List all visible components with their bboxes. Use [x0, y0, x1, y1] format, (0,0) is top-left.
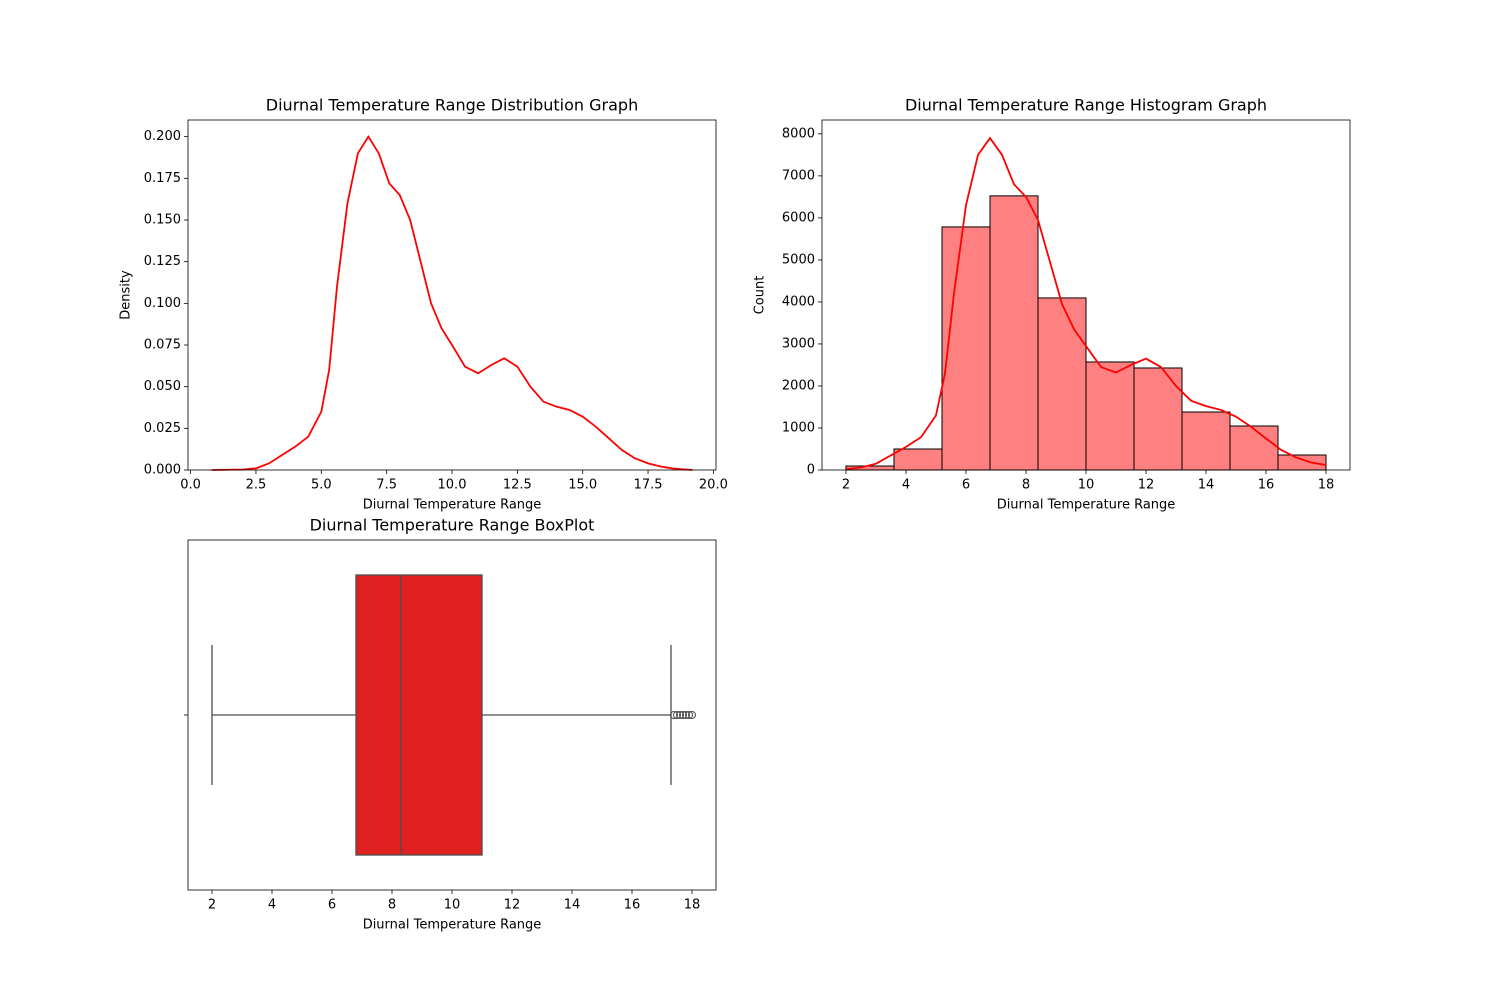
outlier [670, 711, 678, 719]
y-tick-label: 0.175 [144, 171, 181, 186]
outlier [682, 711, 690, 719]
x-axis-label: Diurnal Temperature Range [997, 498, 1176, 513]
histogram-bar [893, 448, 943, 471]
x-tick-label: 20.0 [699, 478, 728, 493]
density-line [211, 134, 693, 471]
y-axis-label: Count [753, 276, 768, 315]
x-tick-label: 0.0 [180, 478, 201, 493]
x-axis-label: Diurnal Temperature Range [363, 498, 542, 513]
x-tick-label: 6 [962, 478, 970, 493]
outlier [685, 711, 693, 719]
x-tick-label: 16 [624, 898, 641, 913]
x-axis-label: Diurnal Temperature Range [363, 918, 542, 933]
x-tick-label: 4 [902, 478, 910, 493]
chart-title: Diurnal Temperature Range Distribution G… [266, 96, 638, 115]
y-tick-label: 0.075 [144, 338, 181, 353]
x-tick-label: 12 [1138, 478, 1155, 493]
x-tick-label: 12.5 [503, 478, 532, 493]
y-tick-label: 0.000 [144, 463, 181, 478]
x-tick-label: 2 [208, 898, 216, 913]
histogram-bar [1277, 454, 1327, 471]
y-axis-label: Density [119, 270, 134, 320]
histogram-bar [1133, 367, 1183, 471]
x-tick-label: 4 [268, 898, 276, 913]
y-tick-label: 0.025 [144, 421, 181, 436]
x-tick-label: 14 [1198, 478, 1215, 493]
plot-frame [187, 119, 717, 471]
x-tick-label: 10 [444, 898, 461, 913]
plot-frame [187, 539, 717, 891]
x-tick-label: 14 [564, 898, 581, 913]
y-tick-label: 7000 [782, 168, 815, 183]
kde-line [845, 136, 1327, 471]
y-tick-label: 0.150 [144, 213, 181, 228]
y-tick-label: 0.125 [144, 254, 181, 269]
histogram-bar [1085, 361, 1135, 471]
y-tick-label: 1000 [782, 420, 815, 435]
outlier [676, 711, 684, 719]
histogram-bar [941, 226, 991, 471]
y-tick-label: 4000 [782, 294, 815, 309]
y-tick-label: 5000 [782, 252, 815, 267]
x-tick-label: 2 [842, 478, 850, 493]
histogram-bar [1181, 411, 1231, 471]
chart-title: Diurnal Temperature Range Histogram Grap… [905, 96, 1267, 115]
histogram-bar [989, 195, 1039, 471]
plot-frame [821, 119, 1351, 471]
y-tick-label: 6000 [782, 210, 815, 225]
histogram-bar [1229, 425, 1279, 471]
outlier [679, 711, 687, 719]
y-tick-label: 8000 [782, 126, 815, 141]
x-tick-label: 7.5 [376, 478, 397, 493]
x-tick-label: 18 [684, 898, 701, 913]
y-tick-label: 0.200 [144, 129, 181, 144]
x-tick-label: 10.0 [438, 478, 467, 493]
y-tick-label: 0.050 [144, 379, 181, 394]
x-tick-label: 8 [388, 898, 396, 913]
box [355, 574, 483, 856]
outlier [688, 711, 696, 719]
x-tick-label: 17.5 [634, 478, 663, 493]
x-tick-label: 8 [1022, 478, 1030, 493]
y-tick-label: 2000 [782, 378, 815, 393]
outlier [673, 711, 681, 719]
x-tick-label: 16 [1258, 478, 1275, 493]
histogram-bar [1037, 297, 1087, 471]
y-tick-label: 0 [807, 463, 815, 478]
x-tick-label: 18 [1318, 478, 1335, 493]
x-tick-label: 12 [504, 898, 521, 913]
x-tick-label: 15.0 [568, 478, 597, 493]
y-tick-label: 3000 [782, 336, 815, 351]
chart-title: Diurnal Temperature Range BoxPlot [310, 516, 595, 535]
x-tick-label: 5.0 [311, 478, 332, 493]
x-tick-label: 6 [328, 898, 336, 913]
x-tick-label: 10 [1078, 478, 1095, 493]
y-tick-label: 0.100 [144, 296, 181, 311]
x-tick-label: 2.5 [246, 478, 267, 493]
